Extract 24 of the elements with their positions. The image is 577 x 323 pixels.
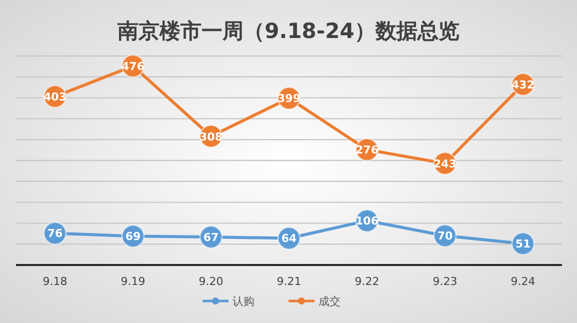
data-label: 403 (44, 90, 66, 104)
x-tick-label: 9.21 (276, 275, 302, 288)
x-tick-label: 9.24 (510, 275, 536, 288)
x-tick-label: 9.22 (354, 275, 380, 288)
x-tick-label: 9.19 (120, 275, 146, 288)
data-label: 432 (512, 78, 534, 92)
x-tick-label: 9.20 (198, 275, 224, 288)
legend-label: 成交 (318, 295, 340, 308)
chart-title: 南京楼市一周（9.18-24）数据总览 (116, 19, 460, 43)
data-label: 64 (281, 232, 297, 246)
data-label: 106 (356, 214, 379, 228)
x-tick-label: 9.23 (432, 275, 458, 288)
legend-label: 认购 (232, 295, 254, 308)
data-label: 308 (200, 130, 222, 144)
data-label: 51 (515, 238, 531, 251)
data-label: 67 (203, 230, 219, 244)
data-label: 70 (437, 230, 453, 243)
x-tick-label: 9.18 (42, 275, 68, 288)
data-label: 69 (125, 230, 141, 244)
data-label: 476 (122, 60, 145, 74)
data-label: 399 (278, 92, 300, 106)
data-label: 243 (434, 157, 456, 170)
data-label: 276 (356, 144, 379, 157)
data-label: 76 (47, 227, 63, 240)
